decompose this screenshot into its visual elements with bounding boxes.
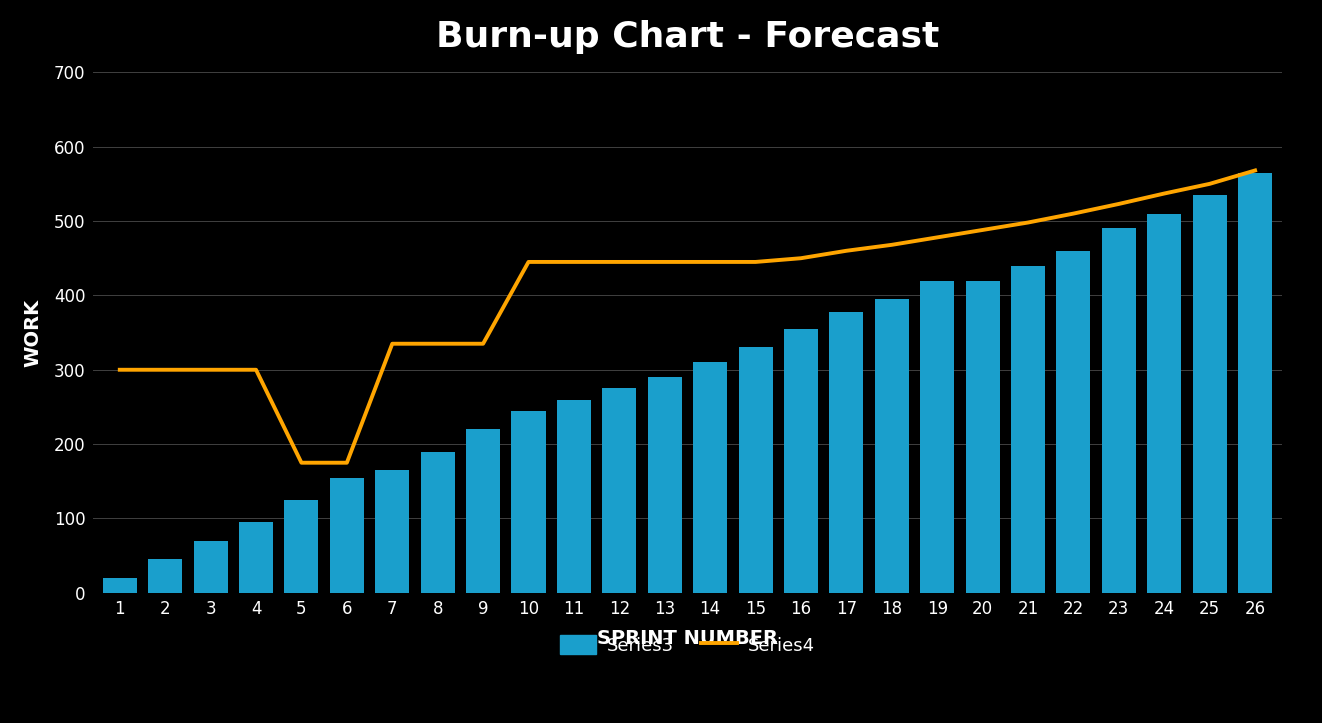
Bar	[467, 429, 500, 593]
X-axis label: SPRINT NUMBER: SPRINT NUMBER	[598, 629, 777, 648]
Bar	[829, 312, 863, 593]
Legend: Series3, Series4: Series3, Series4	[553, 628, 822, 662]
Bar	[1192, 195, 1227, 593]
Bar	[557, 400, 591, 593]
Bar	[512, 411, 546, 593]
Bar	[648, 377, 682, 593]
Bar	[1011, 265, 1046, 593]
Bar	[875, 299, 908, 593]
Bar	[1239, 173, 1272, 593]
Bar	[784, 329, 818, 593]
Bar	[739, 348, 772, 593]
Bar	[239, 522, 274, 593]
Bar	[148, 560, 182, 593]
Bar	[375, 470, 410, 593]
Bar	[284, 500, 319, 593]
Bar	[329, 478, 364, 593]
Bar	[420, 452, 455, 593]
Bar	[603, 388, 636, 593]
Bar	[193, 541, 227, 593]
Bar	[103, 578, 136, 593]
Bar	[693, 362, 727, 593]
Bar	[1101, 228, 1136, 593]
Bar	[1056, 251, 1091, 593]
Title: Burn-up Chart - Forecast: Burn-up Chart - Forecast	[436, 20, 939, 54]
Bar	[920, 281, 954, 593]
Bar	[1147, 213, 1182, 593]
Bar	[965, 281, 999, 593]
Y-axis label: WORK: WORK	[24, 299, 42, 367]
